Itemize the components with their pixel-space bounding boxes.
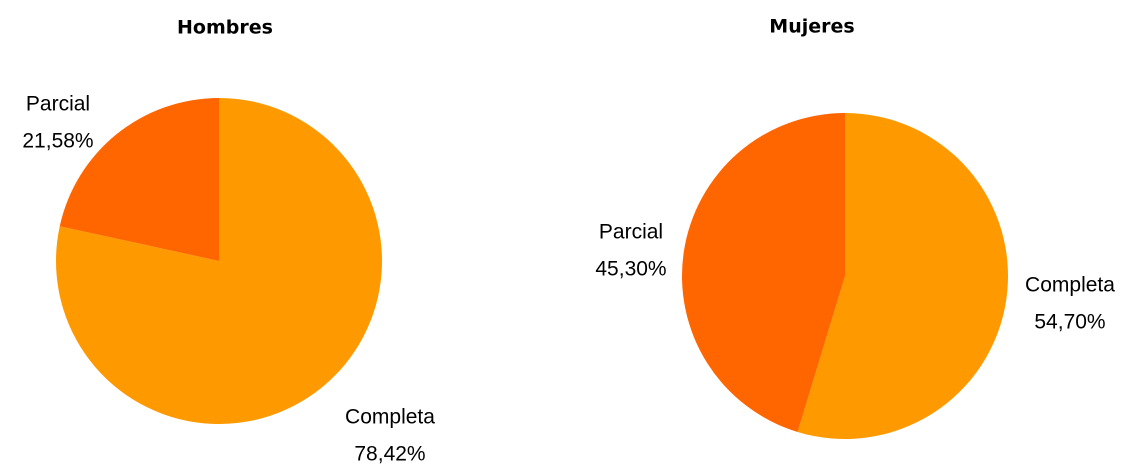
slice-value-label: 54,70% xyxy=(1034,311,1105,334)
pie-slice xyxy=(59,98,220,261)
pie-slice xyxy=(55,98,383,424)
chart-title: Hombres xyxy=(177,17,273,39)
pie-slice xyxy=(682,113,845,432)
pie-slice xyxy=(797,113,1008,439)
slice-value-label: 78,42% xyxy=(354,443,425,466)
slice-label: Completa xyxy=(1025,274,1115,297)
slice-value-label: 21,58% xyxy=(22,130,93,153)
slice-label: Parcial xyxy=(599,221,663,244)
slice-label: Parcial xyxy=(26,93,90,116)
slice-label: Completa xyxy=(345,406,435,429)
chart-title: Mujeres xyxy=(769,16,854,38)
slice-value-label: 45,30% xyxy=(595,258,666,281)
